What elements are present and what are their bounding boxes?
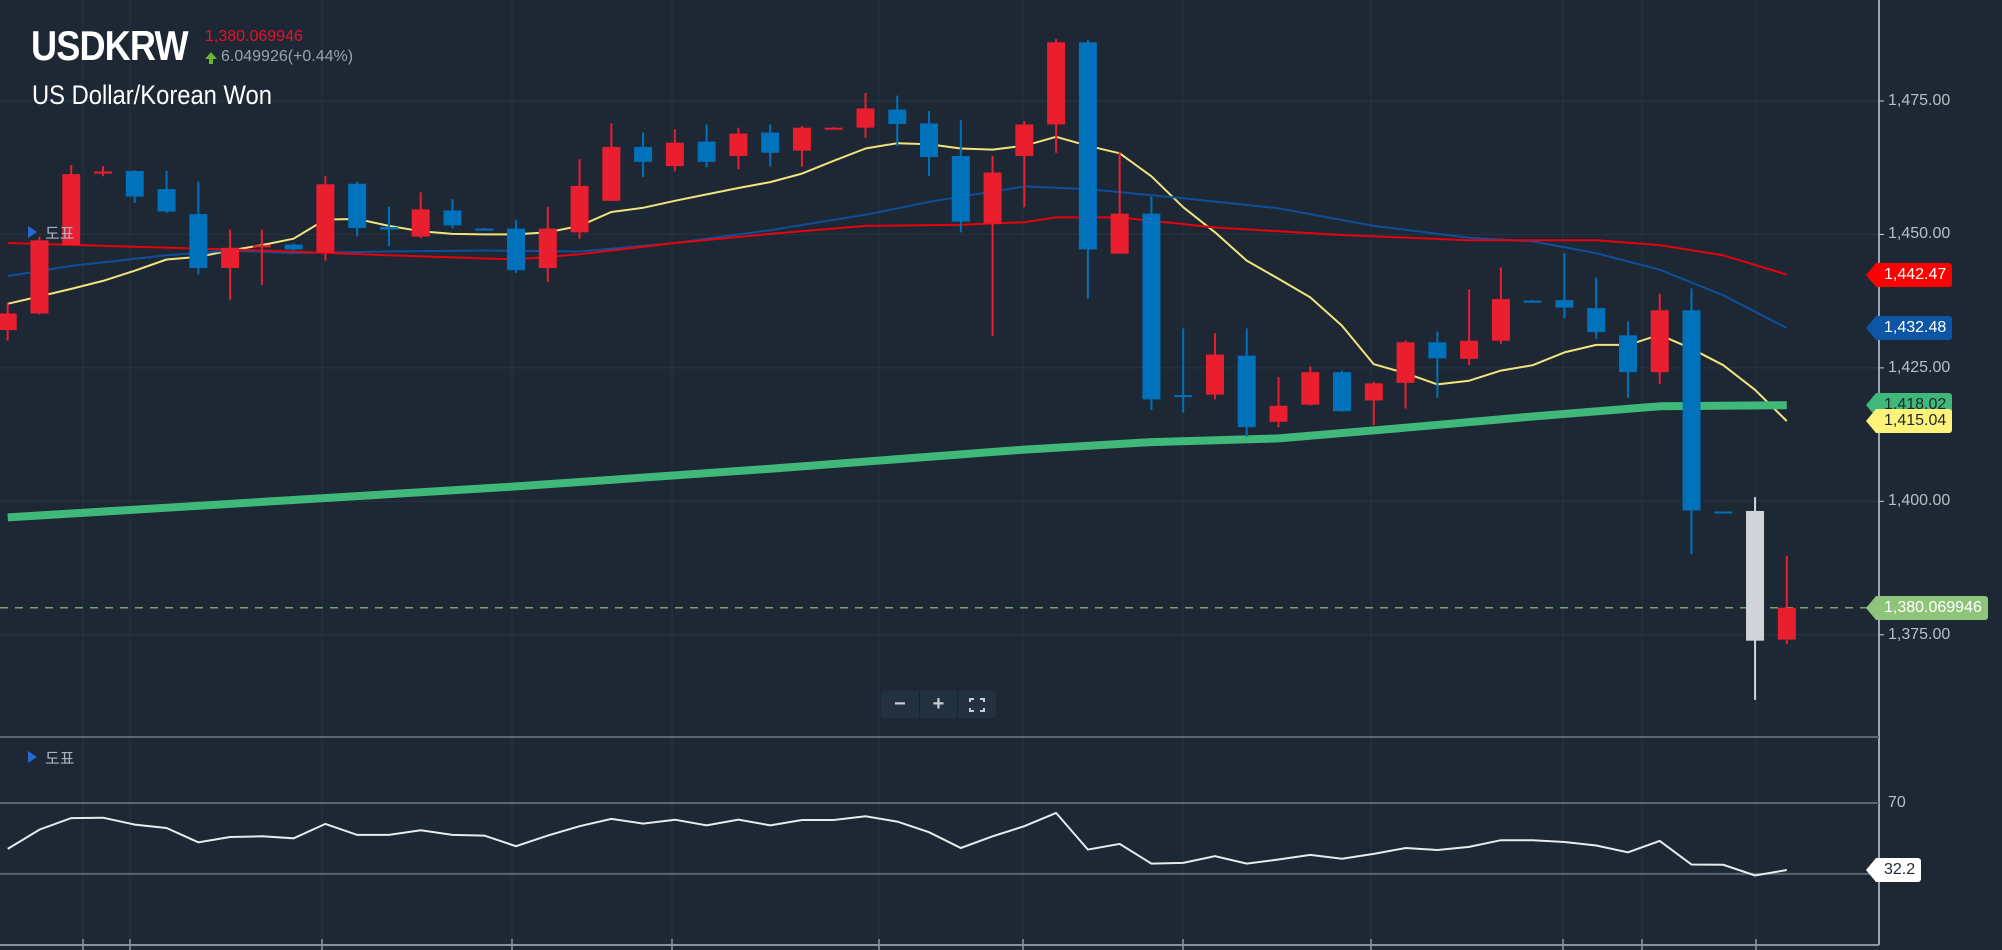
candle-body (1682, 310, 1701, 511)
moving-average-blue (7, 185, 1788, 329)
candle-body (761, 132, 780, 153)
price-tag: 1,415.04 (1865, 409, 1953, 434)
rsi-legend-toggle[interactable]: 도표 (28, 745, 74, 769)
candle-body (252, 245, 271, 248)
candle-body (1078, 42, 1097, 250)
candle-body (1364, 383, 1383, 401)
candle-body (189, 214, 208, 269)
price-legend-toggle[interactable]: 도표 (28, 220, 74, 244)
candle-body (157, 189, 176, 212)
candle-body (348, 183, 367, 229)
candle-body (824, 127, 843, 130)
candle-body (284, 244, 303, 250)
candle-body (888, 109, 907, 124)
candle-body (920, 123, 939, 158)
candle-body (1618, 335, 1637, 373)
candle-body (379, 226, 398, 230)
price-axis-label: 1,450.00 (1888, 225, 1951, 243)
arrow-up-icon (205, 51, 217, 64)
rsi-value-tag: 32.2 (1865, 857, 1922, 882)
candle-body (1269, 405, 1288, 422)
candle-body (1777, 607, 1796, 640)
price-change-value: 6.049926(+0.44%) (221, 48, 354, 65)
candle-body (1333, 372, 1352, 412)
candle-body (1523, 300, 1542, 303)
candle-body (1428, 342, 1447, 359)
candle-body (1714, 511, 1733, 514)
symbol-title: USDKRW (31, 22, 189, 69)
candle-body (634, 146, 653, 162)
candle-body (1015, 124, 1034, 156)
zoom-controls: − + (881, 691, 996, 718)
price-axis-label: 1,475.00 (1888, 92, 1951, 109)
zoom-out-button[interactable]: − (881, 691, 920, 718)
candle-body (94, 171, 113, 174)
last-price: 1,380.069946 (205, 28, 303, 45)
candle-body (951, 155, 970, 222)
candle-body (475, 228, 494, 231)
candle-body (411, 209, 430, 237)
candle-body (62, 174, 81, 246)
candle-body (1491, 299, 1510, 341)
candle-body (316, 184, 335, 253)
price-tag: 1,380.069946 (1866, 595, 1988, 620)
candle-body (697, 141, 716, 162)
price-legend-label: 도표 (45, 226, 75, 243)
candle-body (1396, 342, 1415, 383)
candle-body (125, 170, 144, 197)
instrument-name: US Dollar/Korean Won (32, 80, 272, 110)
candle-body (983, 172, 1002, 224)
rsi-legend-label: 도표 (45, 751, 75, 768)
candle-body (1555, 300, 1574, 308)
candle-body (1047, 42, 1066, 125)
candle-body (538, 228, 557, 269)
moving-average-yellow (7, 135, 1788, 422)
expand-triangle-icon (28, 751, 37, 763)
price-tag: 1,432.48 (1865, 315, 1953, 340)
moving-average-red (7, 216, 1788, 276)
candle-body (0, 313, 17, 331)
price-axis-label: 1,375.00 (1888, 625, 1951, 643)
price-change: 6.049926(+0.44%) (205, 48, 353, 66)
fullscreen-button[interactable] (958, 691, 996, 718)
candle-body (602, 146, 621, 201)
candle-body (1174, 395, 1193, 398)
candle-body (856, 108, 875, 128)
candle-body (570, 185, 589, 233)
zoom-in-button[interactable]: + (920, 691, 959, 718)
candle-body (1110, 213, 1129, 254)
candle-body (1650, 310, 1669, 373)
candle-body (665, 142, 684, 167)
candle-body (1205, 354, 1224, 395)
price-tag: 1,442.47 (1865, 262, 1953, 287)
candle-body (1301, 372, 1320, 405)
candle-body (1142, 213, 1161, 400)
rsi-axis-label: 70 (1888, 794, 1906, 811)
rsi-line (7, 811, 1787, 877)
moving-average-green (7, 401, 1787, 522)
candle-body (1746, 510, 1765, 641)
candle-body (1587, 308, 1606, 333)
candle-body (792, 127, 811, 151)
candle-body (729, 133, 748, 156)
candle-body (1237, 355, 1256, 428)
candle-body (1460, 340, 1479, 359)
candle-body (507, 228, 526, 271)
price-axis-label: 1,425.00 (1888, 358, 1951, 376)
expand-triangle-icon (28, 226, 37, 238)
price-axis-label: 1,400.00 (1888, 492, 1951, 510)
candle-body (221, 247, 240, 269)
candle-body (443, 210, 462, 226)
fullscreen-icon (968, 696, 987, 713)
candle-body (30, 240, 49, 314)
